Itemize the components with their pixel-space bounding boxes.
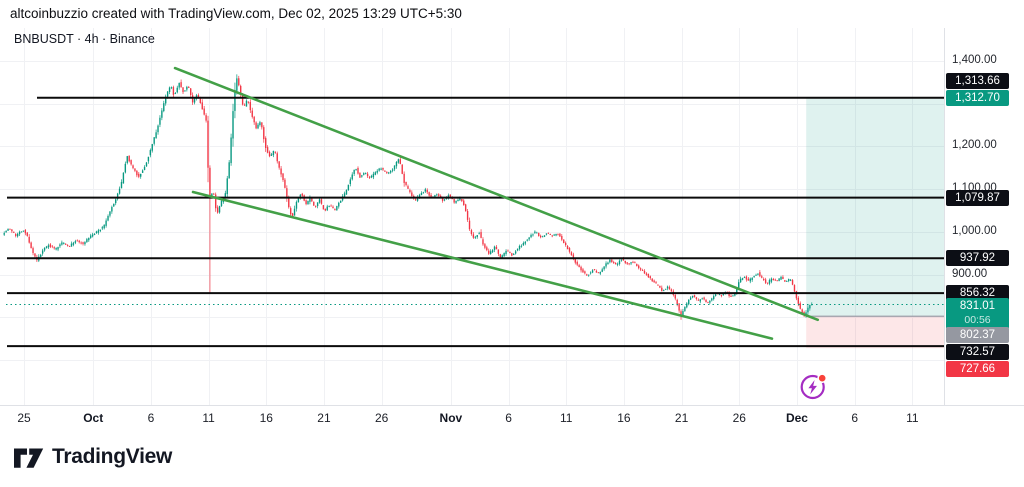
price-tick-label: 1,200.00 xyxy=(952,139,997,152)
time-tick-label: 26 xyxy=(374,411,389,425)
flash-boost-button[interactable] xyxy=(798,371,829,402)
lightning-bolt-icon xyxy=(800,373,828,400)
symbol-legend[interactable]: BNBUSDT · 4h · Binance xyxy=(14,32,155,46)
price-badge-72766: 727.66 xyxy=(946,361,1009,377)
time-tick-label: 21 xyxy=(674,411,689,425)
time-tick-label: 11 xyxy=(202,411,215,425)
tradingview-logo[interactable]: TradingView xyxy=(13,445,172,469)
time-tick-label: Dec xyxy=(785,411,808,425)
time-tick-label: Oct xyxy=(83,411,104,425)
notification-dot xyxy=(817,373,828,384)
price-badge-93792: 937.92 xyxy=(946,250,1009,267)
time-tick-label: 16 xyxy=(617,411,631,425)
time-tick-label: Nov xyxy=(439,411,463,425)
price-tick-label: 1,400.00 xyxy=(952,53,997,66)
time-tick-label: 11 xyxy=(906,411,919,425)
price-badge-85632: 856.32 xyxy=(946,285,1009,302)
price-badge-73257: 732.57 xyxy=(946,344,1009,360)
time-tick-label: 6 xyxy=(147,411,155,425)
price-badge-107987: 1,079.87 xyxy=(946,189,1009,206)
time-tick-label: 26 xyxy=(732,411,746,425)
price-badge-80237: 802.37 xyxy=(946,327,1009,343)
time-tick-label: 16 xyxy=(259,411,273,425)
time-tick-label: 25 xyxy=(17,411,31,425)
time-tick-label: 6 xyxy=(505,411,512,425)
time-tick-label: 6 xyxy=(851,411,858,425)
price-badge-131366: 1,313.66 xyxy=(946,73,1009,89)
price-badge-83101: 831.01 00:56 xyxy=(946,298,1009,329)
price-tick-label: 900.00 xyxy=(952,267,988,280)
price-tick-label: 1,000.00 xyxy=(952,224,997,237)
time-axis[interactable]: 25 Oct 6 11 16 21 26 Nov 6 11 16 21 26 Dec 6 11 xyxy=(0,405,1024,432)
tradingview-logo-text: TradingView xyxy=(52,445,173,468)
bar-countdown: 00:56 xyxy=(964,314,991,326)
tradingview-logo-icon xyxy=(14,448,44,468)
price-badge-131270: 1,312.70 xyxy=(946,90,1009,106)
time-tick-label: 11 xyxy=(560,411,573,425)
footer: TradingView xyxy=(0,431,1024,487)
time-tick-label: 21 xyxy=(317,411,331,425)
price-axis[interactable]: 1,400.00 1,200.00 1,100.00 1,000.00 900.00 1,… xyxy=(944,28,1024,430)
